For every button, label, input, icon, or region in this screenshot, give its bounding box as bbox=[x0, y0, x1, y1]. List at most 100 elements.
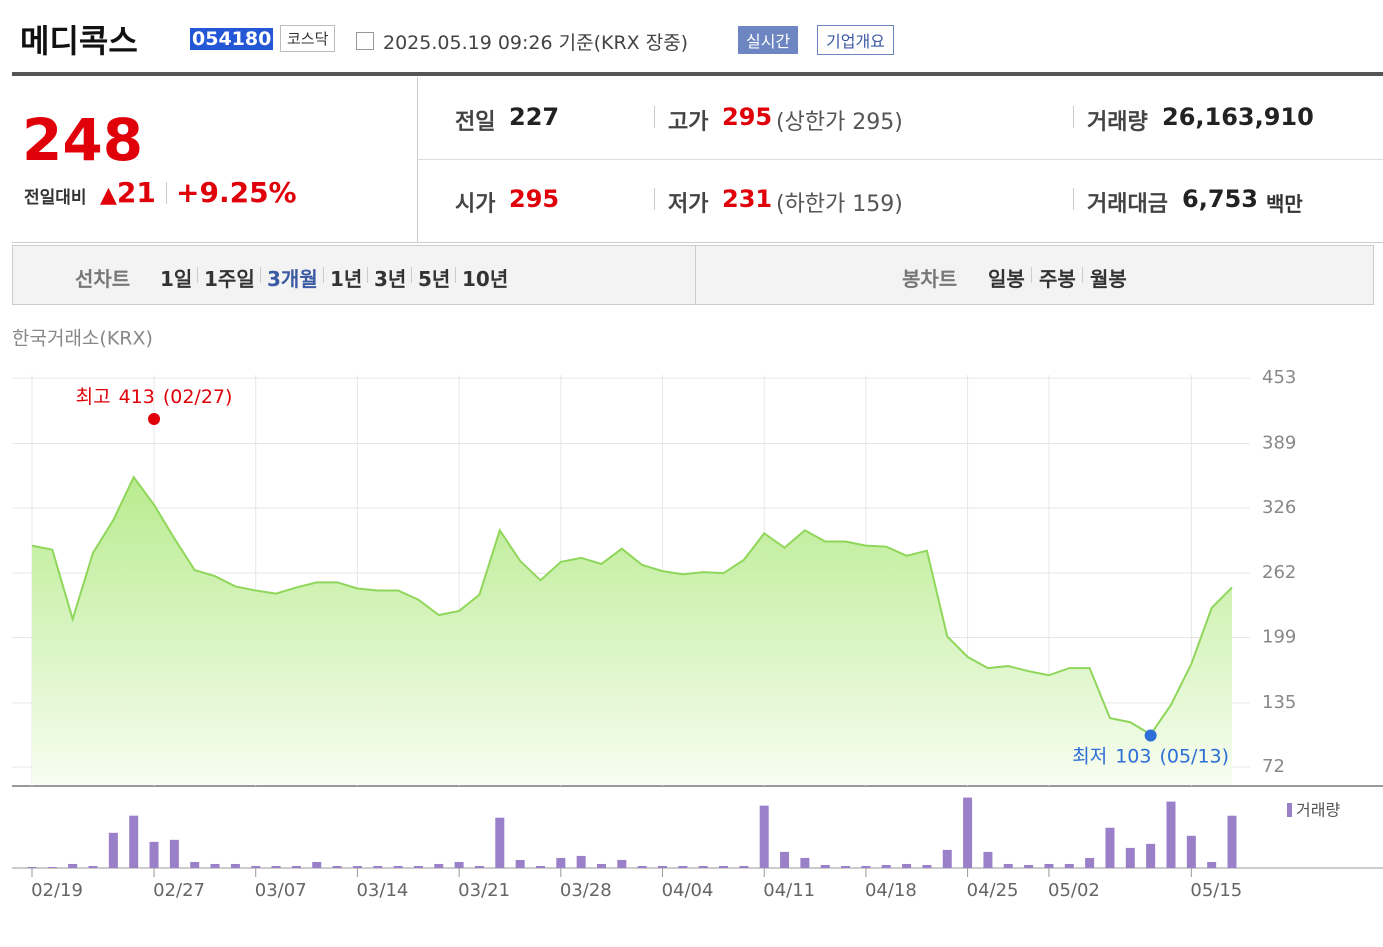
volume-bar bbox=[169, 839, 179, 868]
period-tab[interactable]: 3개월 bbox=[267, 267, 318, 291]
stock-code: 054180 bbox=[190, 28, 274, 50]
tab-sep bbox=[695, 246, 696, 304]
tab-bar bbox=[12, 245, 1374, 305]
volume-legend-swatch bbox=[1287, 803, 1292, 817]
stat-sep bbox=[1073, 106, 1074, 128]
company-button[interactable]: 기업개요 bbox=[817, 25, 894, 55]
low-date: (05/13) bbox=[1159, 745, 1229, 767]
price-panel bbox=[12, 77, 418, 243]
volume-bar bbox=[1003, 863, 1013, 868]
volume-bar bbox=[495, 817, 505, 868]
tab-sep bbox=[197, 267, 198, 283]
volume-bar bbox=[1044, 863, 1054, 868]
candle-tab[interactable]: 월봉 bbox=[1090, 267, 1127, 291]
high-label: 최고 bbox=[76, 386, 111, 408]
x-tick-label: 04/18 bbox=[865, 880, 917, 901]
volume-bar bbox=[332, 865, 342, 868]
tab-sep bbox=[260, 267, 261, 283]
price-area bbox=[32, 477, 1232, 785]
stat-value: 295 bbox=[509, 185, 560, 213]
stat-sep bbox=[1073, 188, 1074, 210]
period-tab[interactable]: 10년 bbox=[462, 267, 509, 291]
volume-bar bbox=[454, 861, 464, 868]
sep bbox=[166, 182, 167, 204]
volume-bar bbox=[678, 865, 688, 868]
volume-bar bbox=[68, 863, 78, 868]
low-label: 최저 103 (05/13) bbox=[1072, 745, 1229, 767]
volume-bar bbox=[759, 805, 769, 868]
volume-bar bbox=[719, 865, 729, 868]
divider bbox=[12, 72, 1383, 76]
period-tab[interactable]: 3년 bbox=[374, 267, 407, 291]
volume-bar bbox=[1186, 835, 1196, 868]
volume-bar bbox=[780, 851, 790, 868]
change-value: 21 bbox=[116, 176, 156, 209]
tab-sep bbox=[1082, 267, 1083, 283]
x-tick-label: 04/11 bbox=[763, 880, 815, 901]
stat-sep bbox=[654, 188, 655, 210]
high-marker bbox=[148, 413, 161, 426]
volume-bar bbox=[47, 866, 57, 868]
line-chart-label: 선차트 bbox=[75, 267, 131, 291]
volume-bar bbox=[393, 865, 403, 868]
tab-sep bbox=[367, 267, 368, 283]
low-marker bbox=[1144, 729, 1157, 742]
x-tick-label: 03/07 bbox=[255, 880, 307, 901]
stat-value: 227 bbox=[509, 103, 560, 131]
low-label: 최저 bbox=[1072, 745, 1107, 767]
volume-bar bbox=[474, 865, 484, 868]
candle-tab[interactable]: 일봉 bbox=[988, 267, 1025, 291]
candle-tab[interactable]: 주봉 bbox=[1039, 267, 1076, 291]
volume-bar bbox=[1125, 847, 1135, 868]
change-label: 전일대비 bbox=[24, 188, 87, 208]
high-label: 최고 413 (02/27) bbox=[76, 386, 233, 408]
volume-bar bbox=[1064, 863, 1074, 868]
x-tick-label: 05/15 bbox=[1190, 880, 1242, 901]
y-tick-label: 262 bbox=[1262, 562, 1296, 583]
volume-bar bbox=[373, 865, 383, 868]
tab-sep bbox=[455, 267, 456, 283]
chart: 한국거래소(KRX) 거래량 453 389 326 262 199 135 72 02/19… bbox=[12, 328, 1383, 901]
y-tick-label: 326 bbox=[1262, 497, 1296, 518]
stock-name: 메디콕스 bbox=[20, 22, 138, 60]
volume-bar bbox=[190, 861, 200, 868]
stat-note: (상한가 295) bbox=[776, 110, 903, 135]
stat-note: (하한가 159) bbox=[776, 192, 903, 217]
volume-bar bbox=[596, 863, 606, 868]
volume-bar bbox=[902, 863, 912, 868]
volume-bar bbox=[129, 815, 139, 868]
row-sep bbox=[418, 242, 1383, 243]
volume-bar bbox=[535, 865, 545, 868]
stat-label: 고가 bbox=[668, 110, 709, 135]
period-tab[interactable]: 1년 bbox=[330, 267, 363, 291]
period-tab[interactable]: 1일 bbox=[160, 267, 193, 291]
stat-label: 시가 bbox=[455, 192, 496, 217]
realtime-button[interactable]: 실시간 bbox=[738, 26, 799, 54]
y-tick-label: 135 bbox=[1262, 692, 1296, 713]
volume-bar bbox=[1207, 861, 1217, 868]
volume-bar bbox=[1146, 843, 1156, 868]
volume-bar bbox=[983, 851, 993, 868]
stat-label: 저가 bbox=[668, 192, 709, 217]
market-badge: 코스닥 bbox=[280, 25, 336, 52]
volume-bar bbox=[1024, 864, 1034, 868]
high-value: 413 bbox=[119, 386, 155, 408]
stat-sep bbox=[654, 106, 655, 128]
volume-bar bbox=[556, 857, 566, 868]
volume-bar bbox=[312, 861, 322, 868]
volume-bar bbox=[210, 863, 220, 868]
timestamp: 2025.05.19 09:26 기준(KRX 장중) bbox=[383, 32, 689, 54]
period-tab[interactable]: 5년 bbox=[418, 267, 451, 291]
volume-bar bbox=[27, 866, 37, 868]
x-tick-label: 04/25 bbox=[967, 880, 1019, 901]
volume-bar bbox=[413, 865, 423, 868]
volume-bar bbox=[861, 865, 871, 868]
volume-bar bbox=[820, 864, 830, 868]
volume-bar bbox=[149, 841, 159, 868]
stat-value: 231 bbox=[722, 185, 773, 213]
stat-label: 거래대금 bbox=[1087, 192, 1168, 217]
volume-bar bbox=[1085, 857, 1095, 868]
volume-bar bbox=[576, 855, 586, 868]
period-tab[interactable]: 1주일 bbox=[204, 267, 255, 291]
